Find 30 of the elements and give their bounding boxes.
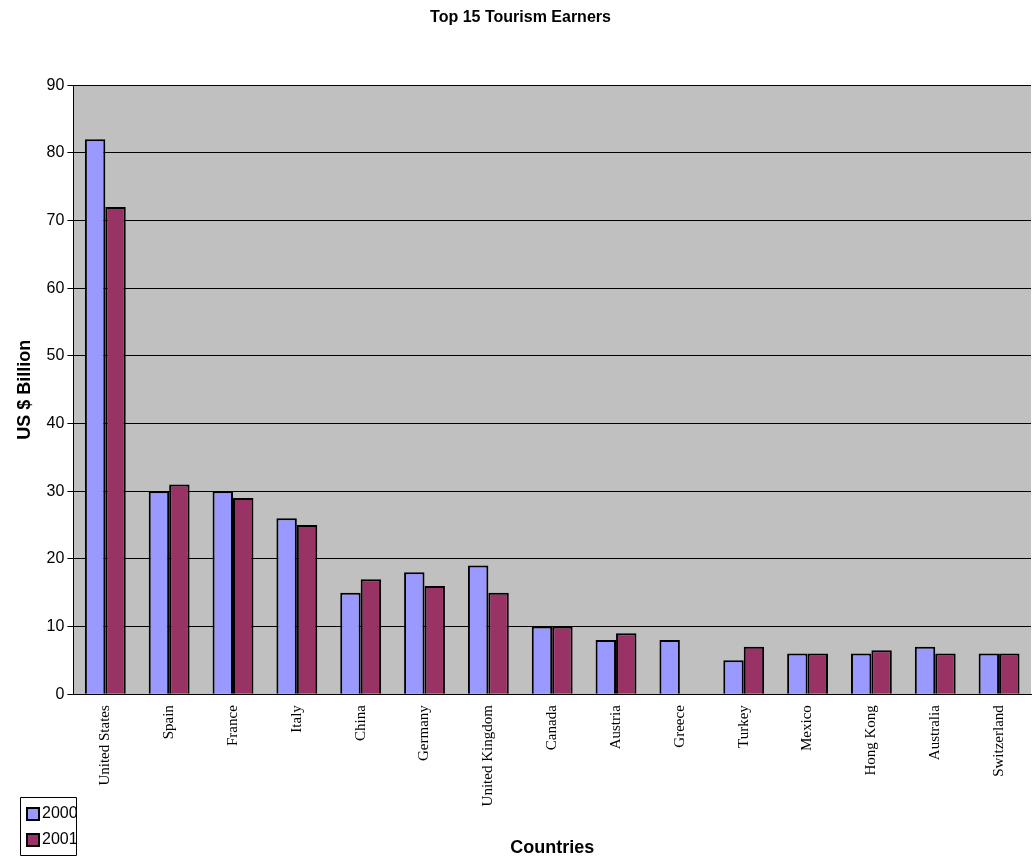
legend-label: 2000 bbox=[42, 804, 78, 822]
x-tick-label: Mexico bbox=[798, 705, 815, 751]
x-tick-label: United Kingdom bbox=[479, 704, 496, 807]
x-tick-label: Canada bbox=[543, 704, 560, 751]
y-axis-title: US $ Billion bbox=[13, 339, 34, 440]
y-tick-label: 90 bbox=[46, 75, 65, 93]
y-tick-label: 70 bbox=[46, 210, 65, 228]
x-tick-label: Italy bbox=[287, 704, 304, 733]
x-tick-label: United States bbox=[96, 705, 113, 786]
x-tick-label: Austria bbox=[606, 704, 623, 750]
chart-title: Top 15 Tourism Earners bbox=[430, 8, 611, 26]
x-tick-label: Hong Kong bbox=[862, 704, 879, 776]
x-tick-label: Australia bbox=[926, 704, 943, 761]
y-tick-label: 30 bbox=[46, 481, 65, 499]
x-tick-label: Switzerland bbox=[990, 704, 1007, 777]
x-tick-label: China bbox=[351, 704, 368, 741]
x-axis-title: Countries bbox=[510, 837, 595, 858]
legend-label: 2001 bbox=[42, 830, 78, 848]
x-tick-label: France bbox=[223, 704, 240, 746]
y-tick-label: 60 bbox=[46, 278, 65, 296]
x-tick-label: Greece bbox=[670, 704, 687, 748]
x-tick-label: Turkey bbox=[734, 704, 751, 748]
y-tick-label: 20 bbox=[46, 549, 65, 567]
y-tick-label: 0 bbox=[55, 684, 65, 702]
x-tick-label: Germany bbox=[415, 704, 432, 761]
y-tick-label: 40 bbox=[46, 413, 65, 431]
y-tick-label: 10 bbox=[46, 616, 65, 634]
y-tick-label: 80 bbox=[46, 143, 65, 161]
y-tick-label: 50 bbox=[46, 346, 65, 364]
x-tick-label: Spain bbox=[160, 704, 177, 740]
